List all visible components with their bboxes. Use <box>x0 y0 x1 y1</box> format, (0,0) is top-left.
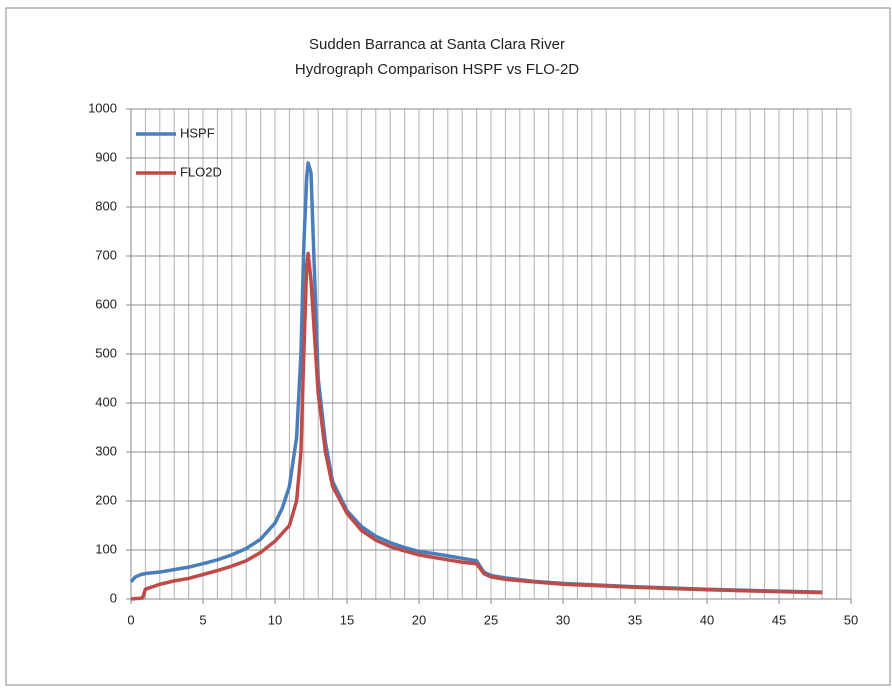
y-tick-label: 600 <box>95 296 117 311</box>
y-tick-label: 400 <box>95 394 117 409</box>
x-tick-label: 0 <box>127 612 134 627</box>
y-tick-label: 1000 <box>88 100 117 115</box>
chart-title: Sudden Barranca at Santa Clara River <box>309 36 565 53</box>
x-tick-label: 5 <box>199 612 206 627</box>
x-tick-label: 15 <box>340 612 354 627</box>
legend: HSPF FLO2D <box>136 125 222 179</box>
y-tick-label: 500 <box>95 345 117 360</box>
grid: 0 100 200 300 400 500 600 700 800 900 1000 0 5 10 15 20… <box>88 100 858 627</box>
y-tick-label: 200 <box>95 492 117 507</box>
legend-label: FLO2D <box>180 164 222 179</box>
y-tick-label: 100 <box>95 541 117 556</box>
x-tick-label: 10 <box>268 612 282 627</box>
x-tick-label: 35 <box>628 612 642 627</box>
x-tick-label: 40 <box>700 612 714 627</box>
x-tick-label: 20 <box>412 612 426 627</box>
series-line <box>130 251 823 601</box>
y-tick-label: 900 <box>95 149 117 164</box>
x-tick-label: 25 <box>484 612 498 627</box>
y-tick-label: 700 <box>95 247 117 262</box>
plot <box>129 161 823 601</box>
x-tick-label: 45 <box>772 612 786 627</box>
chart-subtitle: Hydrograph Comparison HSPF vs FLO-2D <box>295 61 579 78</box>
y-tick-label: 0 <box>110 590 117 605</box>
x-tick-label: 30 <box>556 612 570 627</box>
y-tick-label: 300 <box>95 443 117 458</box>
y-tick-label: 800 <box>95 198 117 213</box>
x-tick-label: 50 <box>844 612 858 627</box>
legend-label: HSPF <box>180 125 215 140</box>
